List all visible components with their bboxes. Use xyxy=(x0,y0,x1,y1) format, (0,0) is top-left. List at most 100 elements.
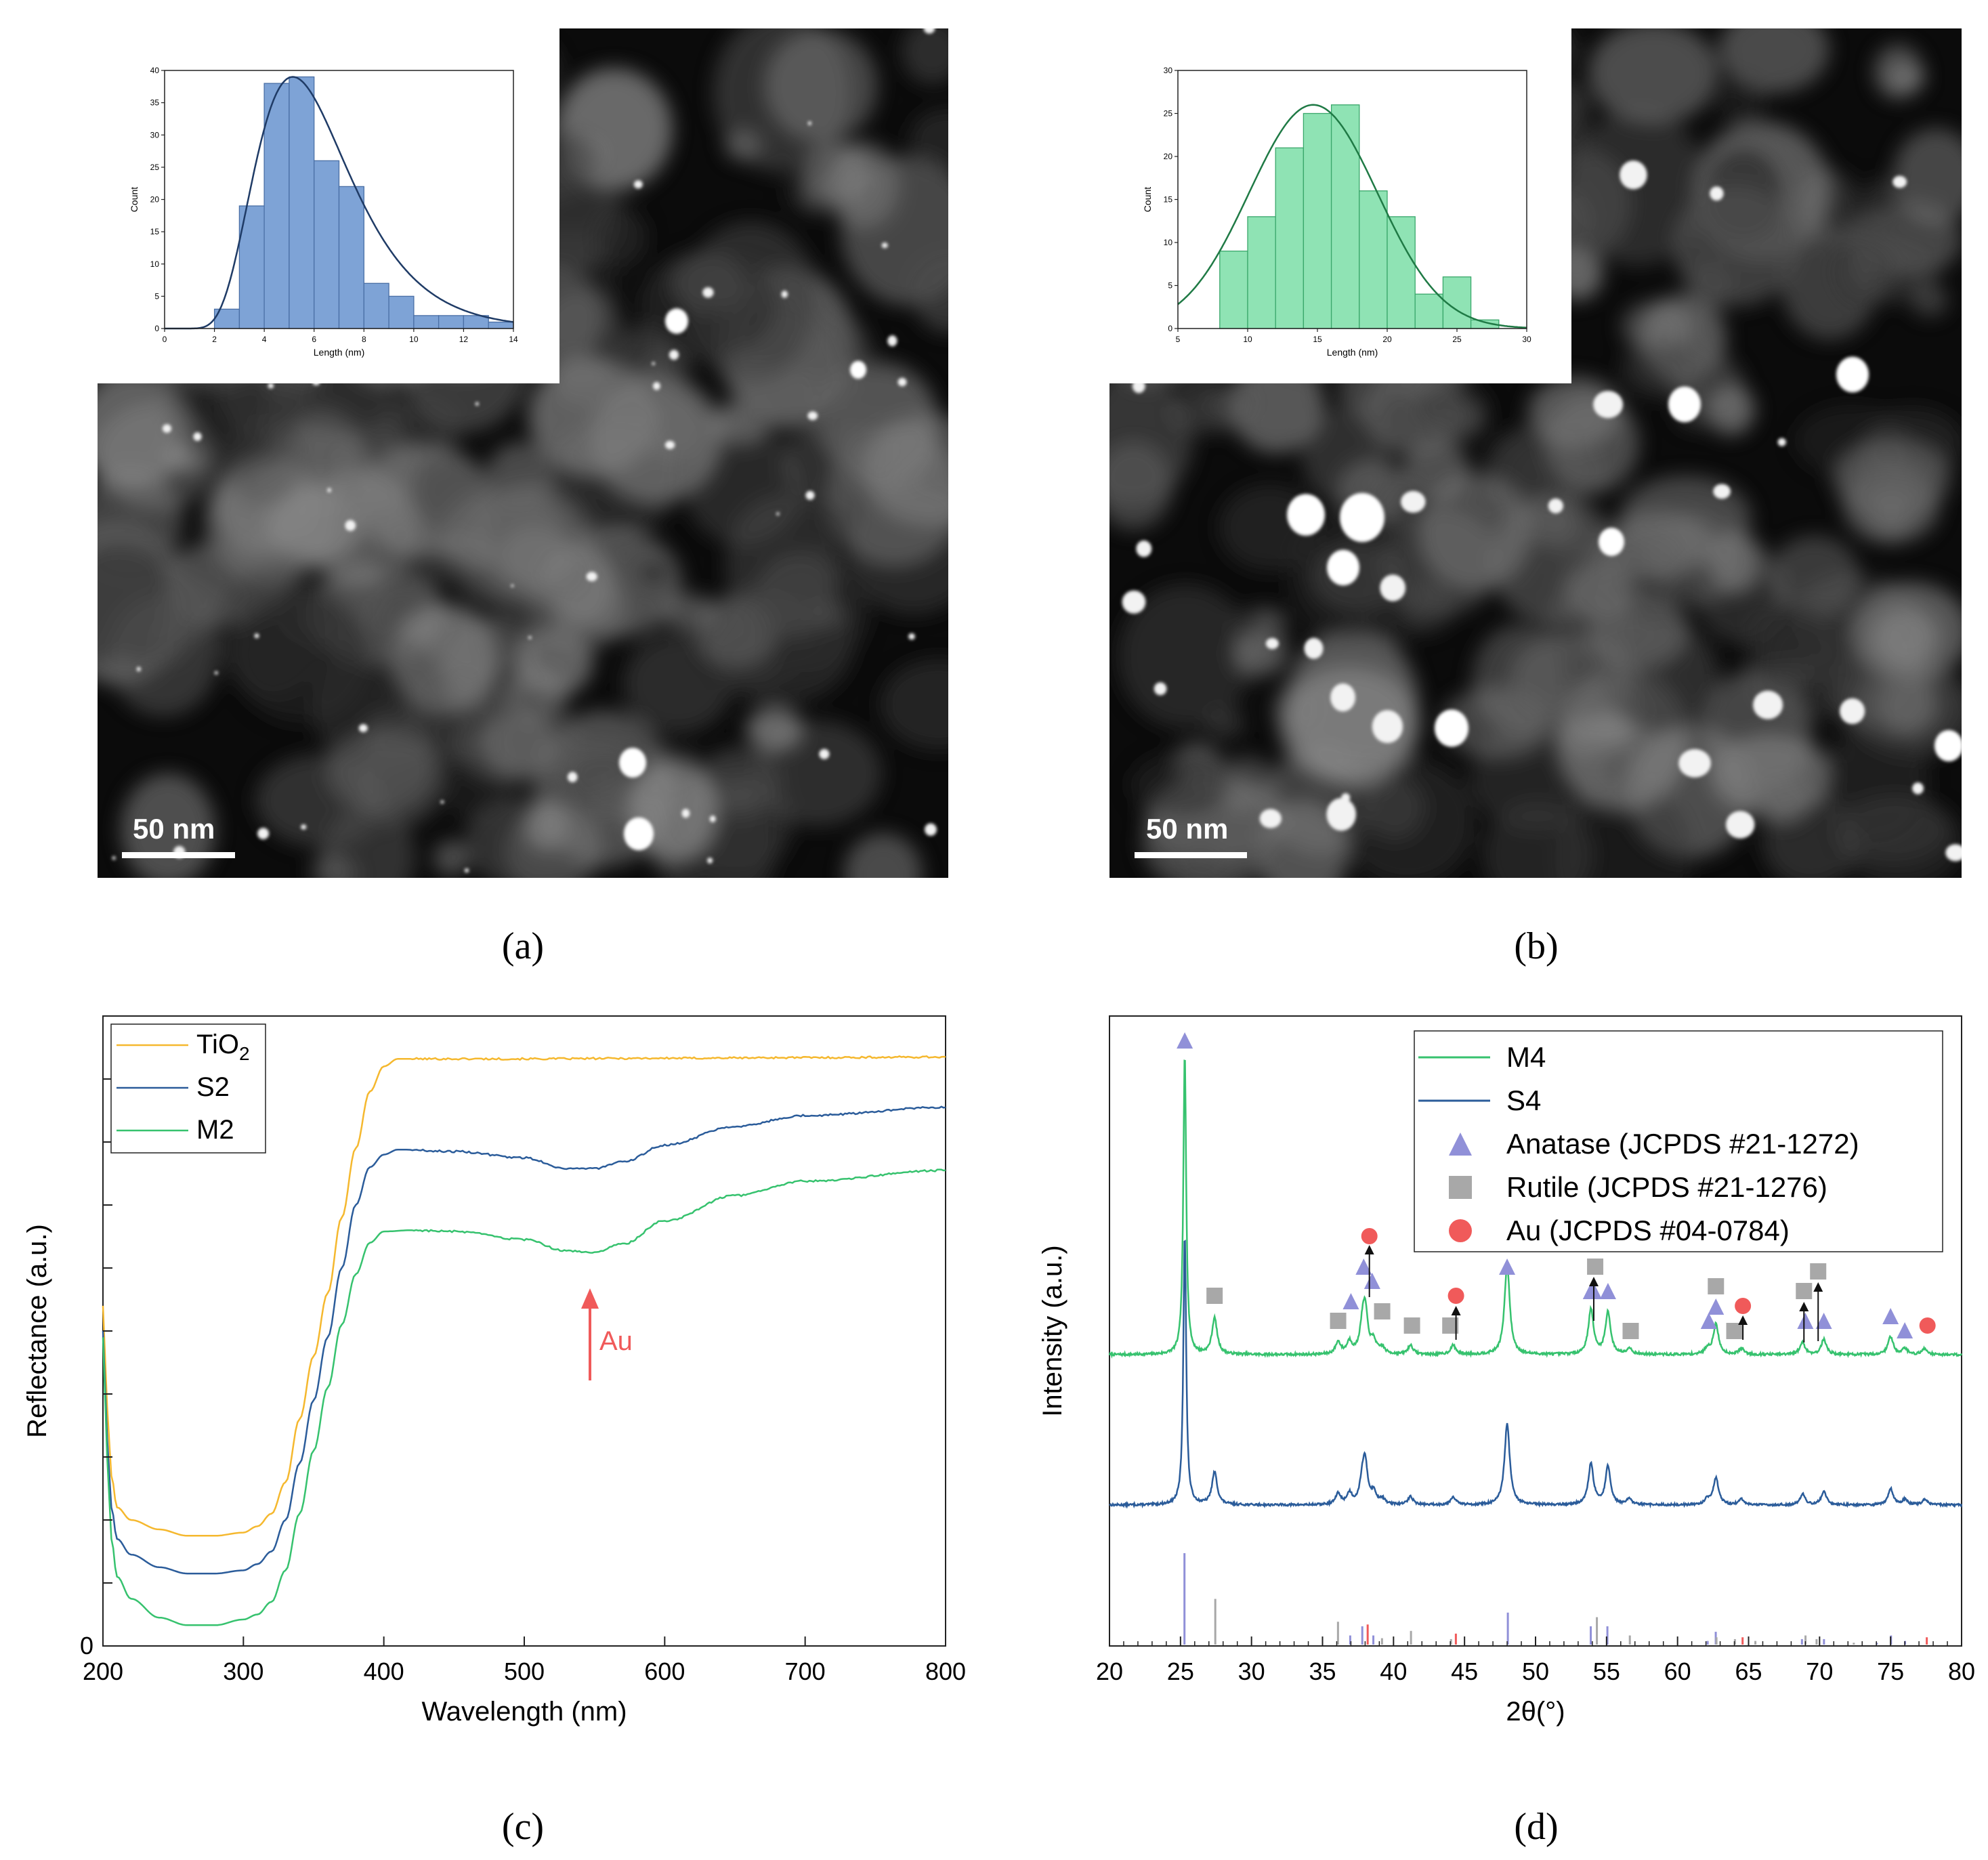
particle-texture xyxy=(1887,65,1925,91)
x-tick-label: 55 xyxy=(1593,1657,1620,1685)
x-tick-label: 20 xyxy=(1096,1657,1123,1685)
histogram-bar xyxy=(388,295,415,329)
particle-texture xyxy=(325,728,436,813)
x-tick-label: 8 xyxy=(362,335,366,344)
x-tick-label: 500 xyxy=(504,1657,545,1685)
au-nanoparticle xyxy=(669,350,679,360)
au-nanoparticle xyxy=(1340,492,1384,543)
particle-texture xyxy=(697,748,781,816)
anatase-marker xyxy=(1499,1259,1516,1275)
au-nanoparticle xyxy=(136,667,141,672)
rutile-marker xyxy=(1796,1283,1813,1299)
peak-shift-arrow-head xyxy=(1588,1277,1599,1286)
panel-d-label: (d) xyxy=(1514,1806,1558,1848)
au-marker xyxy=(1447,1288,1464,1304)
particle-texture xyxy=(1911,283,1949,317)
scale-bar-a xyxy=(122,852,235,858)
au-nanoparticle xyxy=(1945,844,1962,862)
au-nanoparticle xyxy=(464,868,469,873)
particle-texture xyxy=(1769,535,1860,620)
au-nanoparticle xyxy=(1259,809,1282,828)
fit-curve xyxy=(1177,104,1527,329)
particle-texture xyxy=(1672,185,1800,306)
anatase-marker xyxy=(1363,1273,1380,1289)
y-tick-label: 25 xyxy=(1164,109,1173,119)
particle-texture xyxy=(1200,381,1256,425)
particle-texture xyxy=(1718,28,1830,93)
particle-texture xyxy=(781,416,895,513)
x-tick-label: 800 xyxy=(925,1657,966,1685)
au-nanoparticle xyxy=(1912,782,1924,795)
x-tick-label: 400 xyxy=(364,1657,404,1685)
au-nanoparticle xyxy=(702,287,714,298)
x-tick-label: 60 xyxy=(1664,1657,1691,1685)
au-nanoparticle xyxy=(1122,590,1146,614)
histogram-bar xyxy=(263,83,290,329)
particle-texture xyxy=(1621,300,1693,354)
au-nanoparticle xyxy=(681,809,690,818)
au-nanoparticle xyxy=(1265,638,1279,650)
histogram-bar xyxy=(488,321,514,329)
au-nanoparticle xyxy=(923,28,935,34)
particle-texture xyxy=(266,486,362,564)
legend-frame xyxy=(1414,1030,1943,1252)
x-tick-label: 80 xyxy=(1948,1657,1975,1685)
fit-curve xyxy=(165,76,514,330)
x-tick-label: 4 xyxy=(262,335,267,344)
x-tick-label: 6 xyxy=(312,335,316,344)
particle-texture xyxy=(1709,530,1764,594)
histogram-bar xyxy=(1359,190,1388,329)
au-annotation: Au xyxy=(599,1326,633,1356)
y-tick-label: 0 xyxy=(1168,324,1172,333)
particle-texture xyxy=(1205,708,1246,739)
particle-texture xyxy=(623,633,733,734)
au-nanoparticle xyxy=(1668,386,1701,423)
rutile-marker xyxy=(1206,1288,1223,1304)
particle-texture xyxy=(590,375,723,503)
panel-a: 0 2 4 6 8 10 12 14 0 5 10 15 20 25 30 35 40 Length (nm) Co… xyxy=(98,28,948,967)
histogram-bar xyxy=(1275,147,1305,329)
particle-texture xyxy=(1851,582,1962,681)
au-marker xyxy=(1735,1298,1752,1314)
x-tick-label: 0 xyxy=(163,335,167,344)
au-nanoparticle xyxy=(1435,709,1468,747)
legend-label: Anatase (JCPDS #21-1272) xyxy=(1506,1128,1859,1160)
x-tick-label: 75 xyxy=(1877,1657,1904,1685)
x-tick-label: 5 xyxy=(1176,335,1181,344)
panel-c: 200 300 400 500 600 700 800 0 Wavelength (nm) Ref… xyxy=(22,1015,966,1848)
inset-xlabel: Length (nm) xyxy=(1327,347,1378,358)
au-nanoparticle xyxy=(1836,356,1869,393)
x-tick-label: 2 xyxy=(212,335,217,344)
au-nanoparticle xyxy=(781,291,788,298)
series-line-s4 xyxy=(1109,1240,1963,1509)
particle-texture xyxy=(1863,179,1899,219)
x-tick-label: 35 xyxy=(1309,1657,1336,1685)
histogram-bar xyxy=(1303,112,1332,329)
au-nanoparticle xyxy=(807,411,818,421)
x-tick-label: 45 xyxy=(1451,1657,1478,1685)
particle-texture xyxy=(356,444,493,558)
rutile-marker xyxy=(1330,1313,1347,1329)
x-tick-label: 65 xyxy=(1735,1657,1762,1685)
particle-texture xyxy=(1844,475,1941,543)
y-tick-label: 5 xyxy=(154,291,159,301)
au-nanoparticle xyxy=(327,488,331,492)
peak-shift-arrow-head xyxy=(1738,1315,1748,1325)
anatase-marker xyxy=(1342,1293,1359,1309)
particle-texture xyxy=(880,658,948,750)
particle-texture xyxy=(639,249,777,358)
au-arrow-head xyxy=(581,1288,599,1309)
au-nanoparticle xyxy=(1304,637,1324,659)
au-nanoparticle xyxy=(665,308,688,334)
anatase-marker xyxy=(1708,1298,1725,1315)
rutile-marker xyxy=(1622,1323,1639,1339)
anatase-marker xyxy=(1599,1283,1616,1299)
particle-texture xyxy=(746,707,803,752)
particle-texture xyxy=(1130,753,1231,817)
au-nanoparticle xyxy=(807,121,811,125)
au-nanoparticle xyxy=(1136,540,1152,557)
au-nanoparticle xyxy=(1777,438,1786,446)
au-nanoparticle xyxy=(358,724,368,732)
